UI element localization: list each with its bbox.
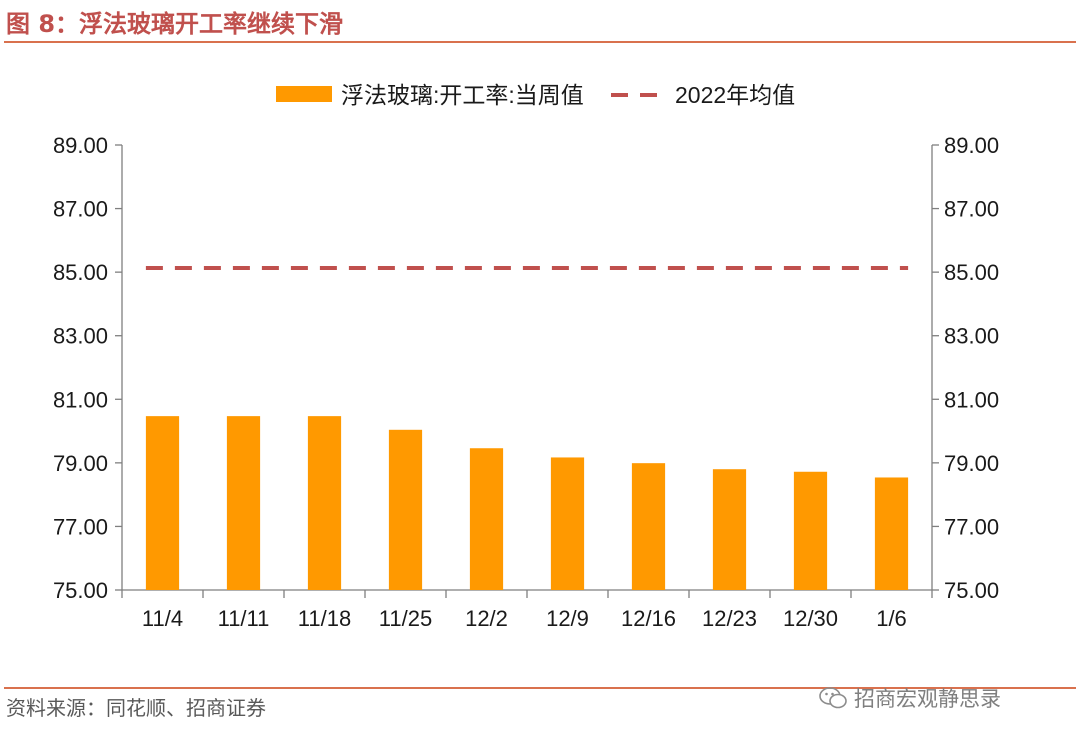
legend-bar-label: 浮法玻璃:开工率:当周值 — [341, 82, 584, 108]
right-y-tick-label: 75.00 — [944, 578, 999, 603]
x-tick-label: 1/6 — [876, 606, 907, 631]
left-y-tick-label: 85.00 — [53, 260, 108, 285]
right-y-tick-label: 81.00 — [944, 387, 999, 412]
right-y-tick-label: 87.00 — [944, 197, 999, 222]
x-tick-label: 11/4 — [142, 606, 183, 631]
x-tick-labels: 11/4 11/11 11/18 11/25 12/2 12/9 12/16 12/23 12/… — [142, 606, 907, 631]
chart: 浮法玻璃:开工率:当周值 2022年均值 75.00 75.00 77.00 77.0… — [53, 82, 999, 631]
bar — [307, 416, 342, 590]
right-y-tick-label: 85.00 — [944, 260, 999, 285]
x-tick-label: 12/9 — [546, 606, 589, 631]
left-y-tick-label: 83.00 — [53, 324, 108, 349]
bar — [469, 448, 504, 590]
x-tick-label: 11/25 — [379, 606, 432, 631]
watermark-text: 招商宏观静思录 — [854, 687, 1001, 711]
left-y-tick-label: 75.00 — [53, 578, 108, 603]
figure-title: 图 8：浮法玻璃开工率继续下滑 — [6, 10, 344, 38]
bar — [631, 463, 666, 590]
x-tick-label: 11/18 — [298, 606, 351, 631]
title-divider — [4, 41, 1076, 43]
chart-legend: 浮法玻璃:开工率:当周值 2022年均值 — [276, 82, 795, 108]
bar — [226, 416, 261, 590]
bar — [550, 457, 585, 590]
right-y-tick-label: 89.00 — [944, 133, 999, 158]
watermark: 招商宏观静思录 — [818, 683, 1001, 713]
x-tick-label: 12/16 — [621, 606, 676, 631]
footer-divider — [4, 687, 1076, 689]
left-y-tick-label: 77.00 — [53, 514, 108, 539]
chart-axes: 75.00 75.00 77.00 77.00 79.00 79.00 81.00 81.00… — [53, 133, 999, 603]
right-y-tick-label: 83.00 — [944, 324, 999, 349]
x-tick-label: 12/30 — [783, 606, 838, 631]
source-note: 资料来源：同花顺、招商证券 — [6, 696, 266, 720]
right-y-tick-label: 79.00 — [944, 451, 999, 476]
bar — [712, 469, 747, 590]
left-y-tick-label: 87.00 — [53, 197, 108, 222]
right-y-tick-label: 77.00 — [944, 514, 999, 539]
left-y-tick-label: 79.00 — [53, 451, 108, 476]
legend-line-label: 2022年均值 — [675, 82, 795, 108]
legend-bar-swatch — [276, 86, 332, 102]
bar — [145, 416, 180, 590]
bar — [793, 471, 828, 590]
bar — [874, 477, 909, 590]
left-y-tick-label: 81.00 — [53, 387, 108, 412]
wechat-icon — [819, 687, 847, 709]
bar-series — [145, 416, 909, 590]
bar — [388, 429, 423, 590]
x-tick-label: 12/2 — [465, 606, 508, 631]
left-y-tick-label: 89.00 — [53, 133, 108, 158]
x-tick-label: 12/23 — [702, 606, 757, 631]
x-tick-label: 11/11 — [218, 606, 270, 631]
